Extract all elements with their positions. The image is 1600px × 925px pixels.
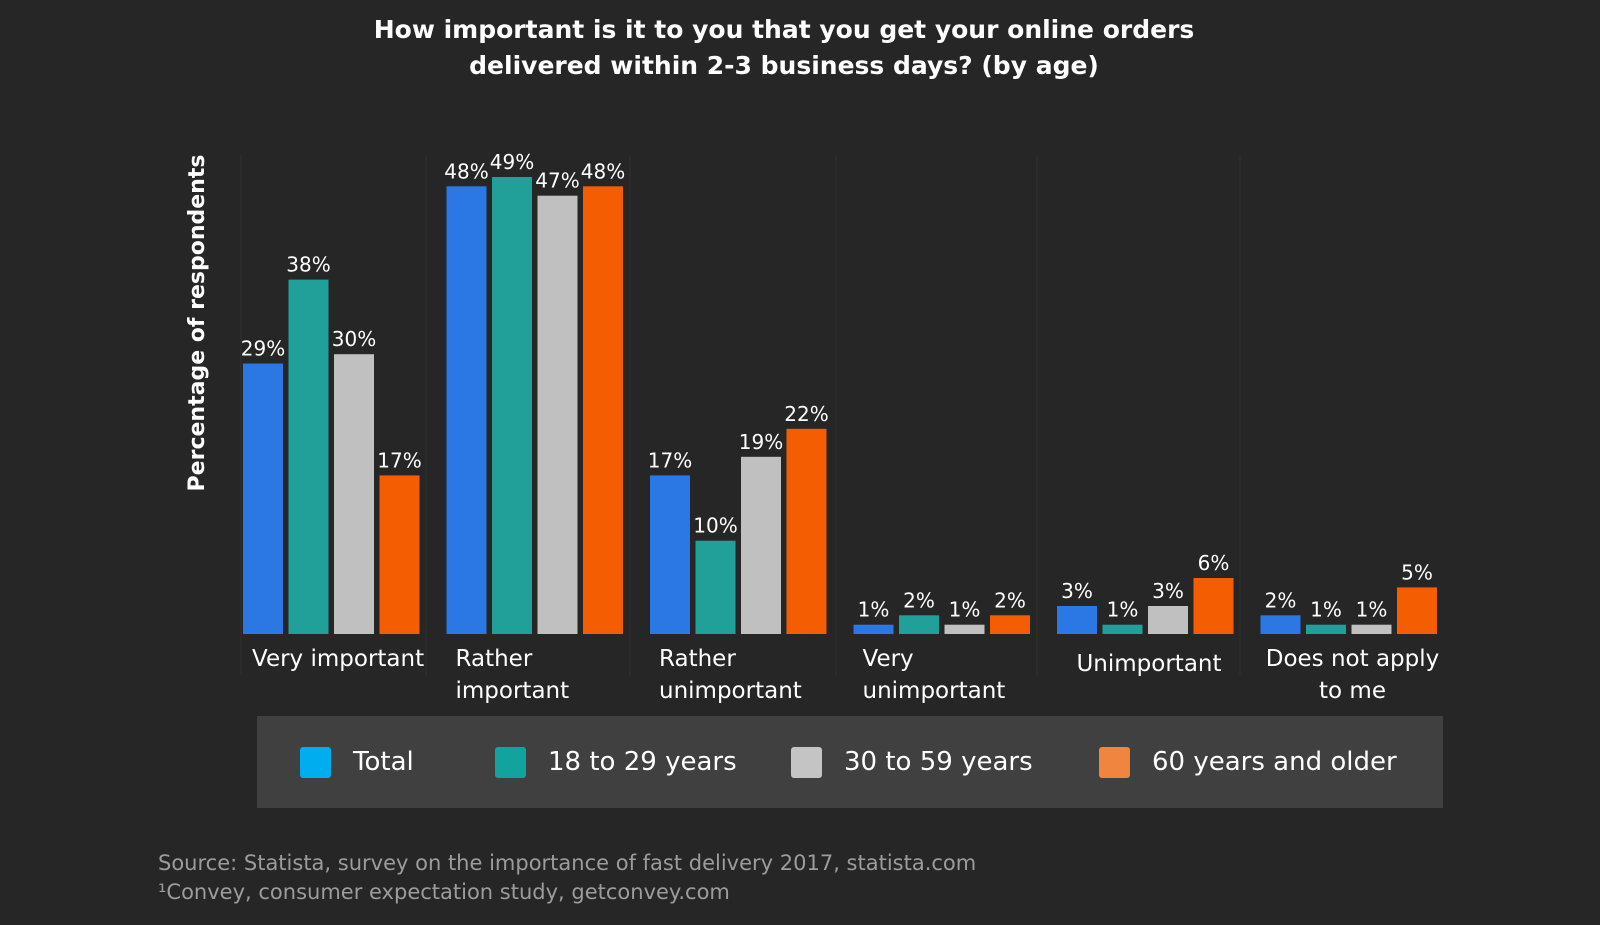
source-line-1: Source: Statista, survey on the importan… — [158, 851, 977, 875]
group-separators — [240, 155, 1241, 675]
legend-label-18-29: 18 to 29 years — [548, 747, 737, 777]
bar-very-unimportant-18-to-29-years[interactable] — [899, 615, 939, 634]
category-label-does-not-apply-to-me-line-1: Does not apply — [1266, 646, 1440, 672]
value-label-very-unimportant-60-years-and-older: 2% — [994, 588, 1026, 612]
value-label-unimportant-30-to-59-years: 3% — [1152, 579, 1184, 603]
value-label-very-important-30-to-59-years: 30% — [332, 327, 376, 351]
category-label-rather-important-line-1: Rather — [456, 646, 533, 672]
category-label-rather-unimportant-line-2: unimportant — [659, 678, 802, 704]
value-label-rather-unimportant-18-to-29-years: 10% — [693, 514, 737, 538]
bar-rather-important-60-years-and-older[interactable] — [583, 186, 623, 635]
bar-does-not-apply-to-me-18-to-29-years[interactable] — [1306, 624, 1346, 634]
bar-very-unimportant-30-to-59-years[interactable] — [944, 624, 985, 634]
category-label-very-unimportant-line-1: Very — [863, 646, 914, 672]
value-label-rather-important-total: 48% — [444, 159, 488, 183]
legend-label-total: Total — [353, 747, 414, 777]
category-label-rather-unimportant-line-1: Rather — [659, 646, 736, 672]
source-line-2: ¹Convey, consumer expectation study, get… — [158, 880, 730, 904]
value-label-does-not-apply-to-me-total: 2% — [1265, 588, 1297, 612]
bar-very-unimportant-total[interactable] — [853, 624, 894, 634]
category-labels-group: Very important Rather important Rather unimp… — [252, 646, 1439, 704]
bar-does-not-apply-to-me-60-years-and-older[interactable] — [1397, 587, 1437, 634]
value-label-unimportant-18-to-29-years: 1% — [1107, 598, 1139, 622]
value-label-rather-unimportant-30-to-59-years: 19% — [739, 430, 783, 454]
legend-swatch-18-29 — [495, 746, 526, 778]
legend-item-60-plus[interactable]: 60 years and older — [1099, 716, 1397, 808]
bars-group — [243, 177, 1437, 635]
value-label-rather-important-30-to-59-years: 47% — [535, 169, 579, 193]
category-label-rather-important-line-2: important — [456, 678, 570, 704]
legend-label-60-plus: 60 years and older — [1152, 747, 1397, 777]
value-label-rather-unimportant-total: 17% — [648, 448, 692, 472]
legend-item-18-29[interactable]: 18 to 29 years — [495, 716, 737, 808]
bar-very-unimportant-60-years-and-older[interactable] — [990, 615, 1030, 634]
y-axis-label: Percentage of respondents — [185, 155, 210, 492]
value-label-does-not-apply-to-me-60-years-and-older: 5% — [1401, 560, 1433, 584]
category-label-does-not-apply-to-me-line-2: to me — [1319, 678, 1386, 704]
bar-rather-unimportant-30-to-59-years[interactable] — [741, 456, 781, 634]
category-label-very-important-line-1: Very important — [252, 646, 424, 672]
value-label-very-important-60-years-and-older: 17% — [377, 448, 421, 472]
bar-unimportant-30-to-59-years[interactable] — [1148, 606, 1188, 634]
category-label-unimportant-line-1: Unimportant — [1076, 651, 1221, 677]
bar-rather-important-30-to-59-years[interactable] — [537, 195, 578, 634]
value-label-very-unimportant-30-to-59-years: 1% — [949, 598, 981, 622]
legend-label-30-59: 30 to 59 years — [844, 747, 1033, 777]
bar-very-important-60-years-and-older[interactable] — [379, 475, 420, 634]
bar-unimportant-18-to-29-years[interactable] — [1102, 624, 1143, 634]
legend-swatch-30-59 — [791, 746, 822, 778]
bar-unimportant-total[interactable] — [1057, 606, 1097, 634]
value-label-does-not-apply-to-me-30-to-59-years: 1% — [1356, 598, 1388, 622]
legend-item-30-59[interactable]: 30 to 59 years — [791, 716, 1033, 808]
bar-very-important-18-to-29-years[interactable] — [288, 279, 329, 634]
value-label-rather-important-18-to-29-years: 49% — [490, 150, 534, 174]
chart-title-line-2: delivered within 2-3 business days? (by … — [469, 51, 1099, 80]
legend-swatch-total — [300, 746, 331, 778]
bar-rather-unimportant-18-to-29-years[interactable] — [695, 540, 736, 634]
legend: Total 18 to 29 years 30 to 59 years 60 y… — [257, 716, 1443, 808]
bar-very-important-30-to-59-years[interactable] — [334, 354, 374, 634]
bar-very-important-total[interactable] — [243, 363, 283, 635]
bar-rather-important-18-to-29-years[interactable] — [492, 177, 532, 634]
value-label-very-important-18-to-29-years: 38% — [286, 253, 330, 277]
value-label-unimportant-60-years-and-older: 6% — [1198, 551, 1230, 575]
value-label-very-important-total: 29% — [241, 337, 285, 361]
category-label-very-unimportant-line-2: unimportant — [863, 678, 1006, 704]
legend-swatch-60-plus — [1099, 746, 1130, 778]
value-label-very-unimportant-total: 1% — [858, 598, 890, 622]
value-label-does-not-apply-to-me-18-to-29-years: 1% — [1310, 598, 1342, 622]
bar-rather-unimportant-60-years-and-older[interactable] — [786, 428, 827, 634]
value-label-rather-important-60-years-and-older: 48% — [581, 159, 625, 183]
bar-does-not-apply-to-me-30-to-59-years[interactable] — [1351, 624, 1392, 634]
bar-does-not-apply-to-me-total[interactable] — [1260, 615, 1301, 634]
value-label-rather-unimportant-60-years-and-older: 22% — [784, 402, 828, 426]
value-label-unimportant-total: 3% — [1061, 579, 1093, 603]
bar-rather-unimportant-total[interactable] — [650, 475, 690, 634]
bar-rather-important-total[interactable] — [446, 186, 487, 635]
legend-item-total[interactable]: Total — [300, 716, 414, 808]
chart-title-line-1: How important is it to you that you get … — [374, 15, 1195, 44]
bar-unimportant-60-years-and-older[interactable] — [1193, 578, 1234, 634]
value-label-very-unimportant-18-to-29-years: 2% — [903, 588, 935, 612]
value-labels-group: 29%38%30%17%48% 49%47% 48%17%10%19%22%1% 2%… — [241, 150, 1433, 622]
